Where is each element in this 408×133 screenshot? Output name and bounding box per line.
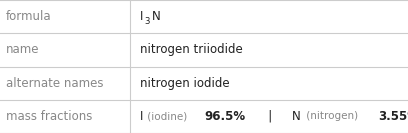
- Text: alternate names: alternate names: [6, 77, 104, 90]
- Text: (iodine): (iodine): [144, 111, 191, 121]
- Text: N: N: [292, 110, 300, 123]
- Text: I: I: [140, 110, 143, 123]
- Text: formula: formula: [6, 10, 52, 23]
- Text: (nitrogen): (nitrogen): [303, 111, 361, 121]
- Text: nitrogen triiodide: nitrogen triiodide: [140, 43, 243, 56]
- Text: 3: 3: [144, 17, 150, 26]
- Text: N: N: [151, 10, 160, 23]
- Text: 96.5%: 96.5%: [204, 110, 246, 123]
- Text: name: name: [6, 43, 40, 56]
- Text: 3.55%: 3.55%: [378, 110, 408, 123]
- Text: nitrogen iodide: nitrogen iodide: [140, 77, 230, 90]
- Text: |: |: [257, 110, 284, 123]
- Text: mass fractions: mass fractions: [6, 110, 93, 123]
- Text: I: I: [140, 10, 143, 23]
